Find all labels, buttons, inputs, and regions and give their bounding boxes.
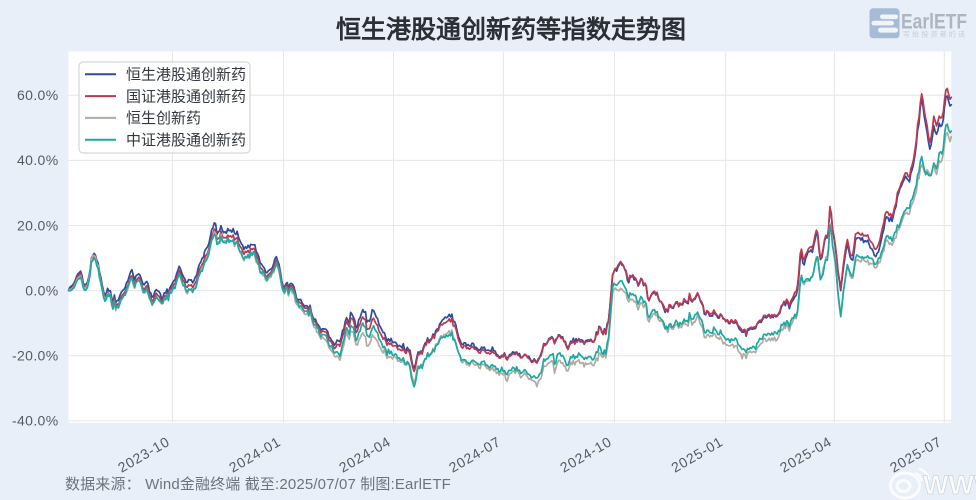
svg-text:恒生港股通创新药等指数走势图: 恒生港股通创新药等指数走势图 — [336, 15, 686, 44]
svg-text:2024-10: 2024-10 — [557, 433, 614, 475]
svg-text:恒生创新药: 恒生创新药 — [126, 110, 201, 127]
svg-text:-40.0%: -40.0% — [12, 413, 58, 429]
svg-text:0.0%: 0.0% — [25, 282, 58, 298]
svg-text:WWW: WWW — [923, 470, 976, 500]
svg-text:40.0%: 40.0% — [17, 152, 58, 168]
svg-text:国证港股通创新药: 国证港股通创新药 — [126, 88, 246, 105]
svg-text:-20.0%: -20.0% — [12, 348, 58, 364]
svg-text:恒生港股通创新药: 恒生港股通创新药 — [126, 67, 246, 84]
svg-text:写给投资者的话: 写给投资者的话 — [903, 30, 965, 39]
svg-text:数据来源： Wind金融终端 截至:2025/07/07 制: 数据来源： Wind金融终端 截至:2025/07/07 制图:EarlETF — [65, 476, 451, 493]
svg-text:60.0%: 60.0% — [17, 87, 58, 103]
svg-text:2023-10: 2023-10 — [115, 433, 172, 475]
svg-text:2024-01: 2024-01 — [226, 433, 283, 475]
svg-text:2024-07: 2024-07 — [446, 433, 503, 475]
svg-text:2024-04: 2024-04 — [336, 433, 393, 475]
svg-text:2025-01: 2025-01 — [668, 433, 725, 475]
svg-text:2025-04: 2025-04 — [777, 433, 834, 475]
svg-text:EarlETF: EarlETF — [901, 11, 967, 34]
svg-text:20.0%: 20.0% — [17, 217, 58, 233]
svg-text:中证港股通创新药: 中证港股通创新药 — [126, 132, 246, 149]
